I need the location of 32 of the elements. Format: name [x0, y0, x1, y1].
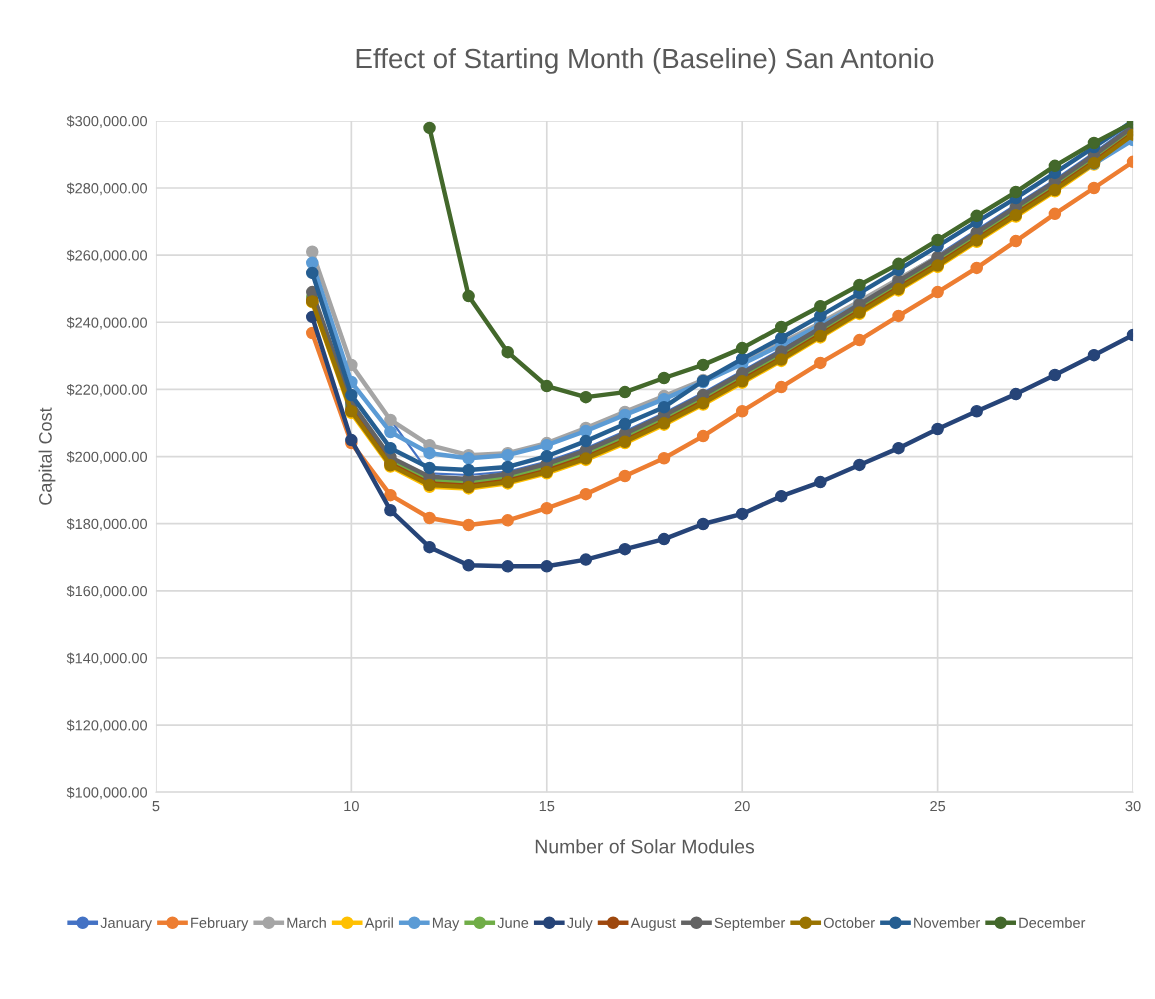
y-tick-label: $180,000.00	[66, 518, 148, 531]
x-tick-label: 15	[539, 801, 555, 812]
y-axis-title: Capital Cost	[38, 407, 56, 505]
legend-label: September	[714, 917, 786, 931]
legend-label: February	[191, 917, 249, 931]
legend-label: October	[823, 917, 875, 928]
x-axis-title: Number of Solar Modules	[535, 839, 755, 854]
legend-label: June	[497, 917, 529, 928]
y-tick-label: $140,000.00	[66, 652, 148, 666]
legend-label: August	[630, 917, 676, 931]
legend-label: April	[364, 917, 393, 931]
y-tick-label: $280,000.00	[66, 182, 148, 196]
legend-label: March	[287, 917, 326, 928]
chart-title: Effect of Starting Month (Baseline) San Antonio	[356, 47, 934, 74]
legend-label: January	[100, 917, 153, 931]
legend-label: July	[567, 917, 593, 931]
y-tick-label: $160,000.00	[66, 585, 148, 598]
x-tick-label: 25	[930, 800, 946, 812]
legend-label: December	[1019, 917, 1086, 928]
y-tick-label: $200,000.00	[66, 451, 148, 464]
y-tick-label: $300,000.00	[66, 115, 148, 129]
y-tick-label: $120,000.00	[66, 719, 148, 733]
x-tick-label: 5	[152, 801, 160, 812]
y-tick-label: $100,000.00	[66, 786, 148, 800]
x-tick-label: 10	[344, 800, 359, 812]
y-tick-label: $260,000.00	[66, 249, 148, 263]
y-tick-label: $240,000.00	[66, 316, 148, 330]
y-tick-label: $220,000.00	[66, 383, 148, 397]
x-tick-label: 30	[1125, 800, 1141, 812]
legend-label: May	[432, 917, 460, 931]
legend-label: November	[914, 917, 981, 928]
x-tick-label: 20	[734, 800, 750, 812]
